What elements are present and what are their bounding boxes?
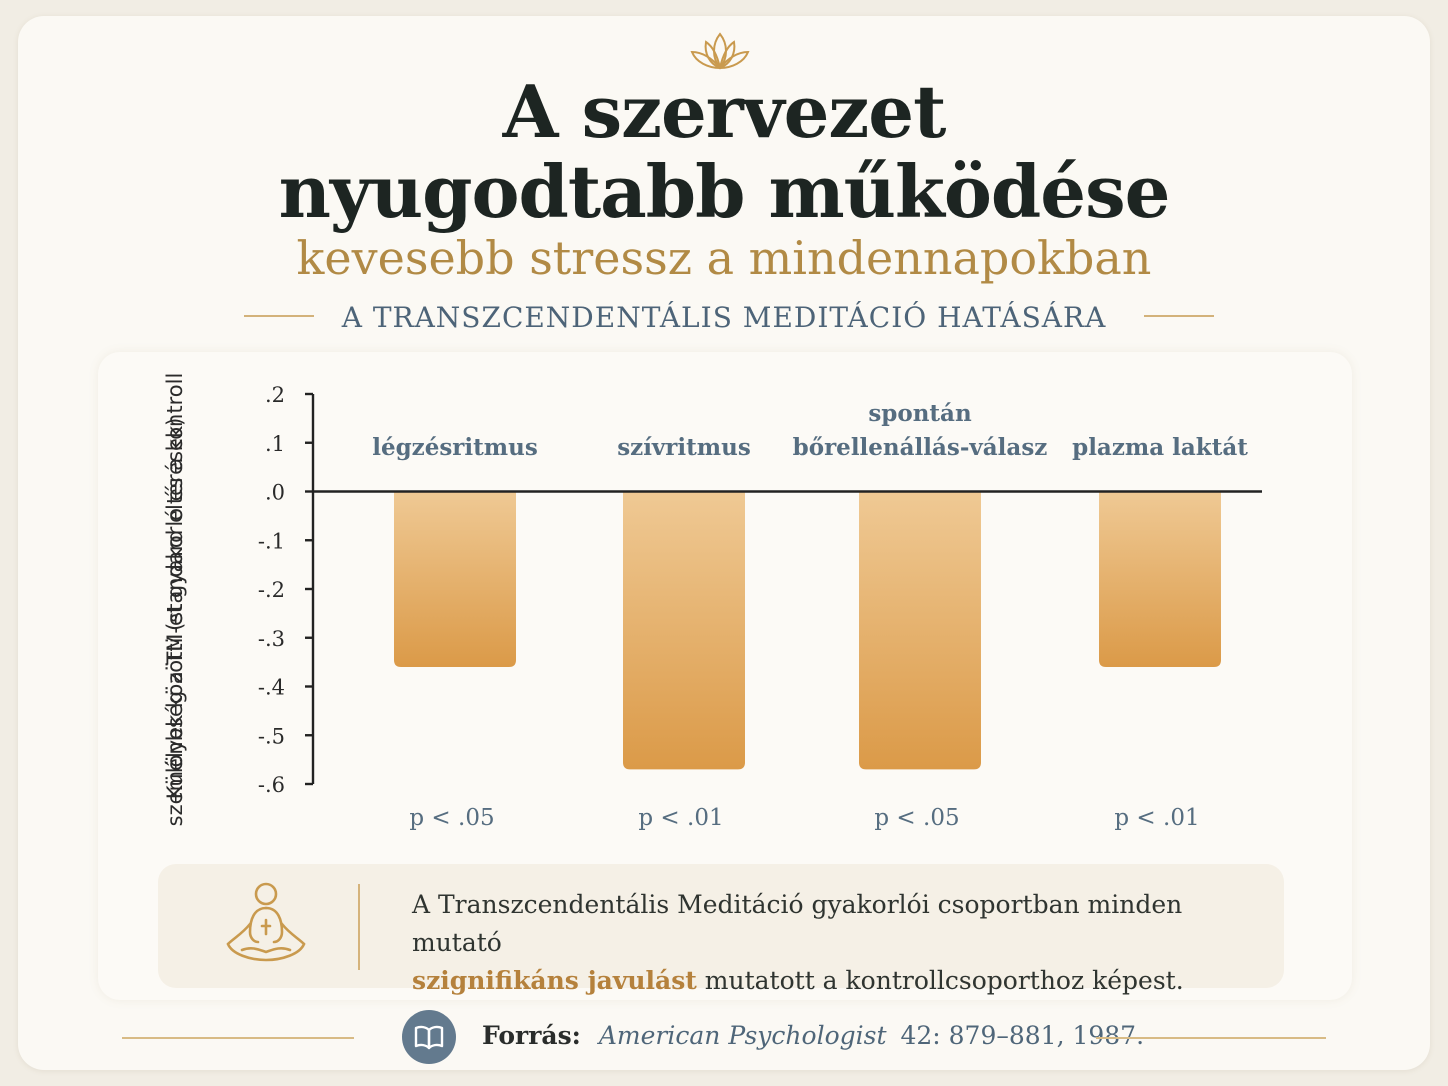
source-label: Forrás: — [482, 1021, 581, 1050]
note-highlight: szignifikáns javulást — [412, 966, 697, 995]
source-citation: Forrás: American Psychologist 42: 879–88… — [482, 1018, 1144, 1054]
bar-1 — [623, 491, 745, 770]
page-title-line1: A szervezet — [502, 69, 947, 154]
footer-line-right — [1096, 1037, 1326, 1039]
p-value-label-0: p < .05 — [409, 805, 494, 831]
note-line1: A Transzcendentális Meditáció gyakorlói … — [412, 890, 1183, 957]
source-details: 42: 879–881, 1987. — [900, 1021, 1145, 1050]
y-tick-label-4: -.2 — [258, 578, 285, 602]
book-icon — [402, 1010, 456, 1064]
footer-line-left — [122, 1037, 354, 1039]
page-title-line2: nyugodtabb működése — [278, 149, 1171, 234]
kicker-line-left — [244, 315, 314, 317]
page-subtitle: kevesebb stressz a mindennapokban — [296, 231, 1152, 285]
y-tick-label-1: .1 — [265, 432, 285, 456]
lotus-icon — [690, 32, 750, 70]
y-tick-label-8: -.6 — [258, 773, 285, 797]
note-divider — [358, 884, 360, 970]
bar-3 — [1099, 491, 1221, 667]
y-tick-label-5: -.3 — [258, 627, 285, 651]
category-label-3-0: plazma laktát — [1072, 434, 1248, 461]
p-value-label-3: p < .01 — [1114, 805, 1199, 831]
note-box — [158, 864, 1284, 988]
y-tick-label-0: .2 — [265, 383, 285, 407]
y-tick-label-2: .0 — [265, 481, 285, 505]
kicker-line-right — [1144, 315, 1214, 317]
meditating-person-icon — [226, 882, 306, 962]
category-label-1-0: szívritmus — [617, 434, 751, 461]
category-label-2-0: spontán — [868, 400, 972, 427]
bar-0 — [394, 491, 516, 667]
note-text: A Transzcendentális Meditáció gyakorlói … — [412, 886, 1252, 1000]
note-line2: mutatott a kontrollcsoporthoz képest. — [696, 966, 1184, 995]
p-value-label-1: p < .01 — [638, 805, 723, 831]
bar-chart: .2 .1 .0 -.1 -.2 -.3 -.4 -.5 -.6 légzésritmus szív… — [258, 383, 1262, 831]
source-journal: American Psychologist — [598, 1021, 887, 1050]
y-tick-label-6: -.4 — [258, 676, 285, 700]
y-tick-label-7: -.5 — [258, 724, 285, 748]
p-value-label-2: p < .05 — [874, 805, 959, 831]
category-label-2-1: bőrellenállás-válasz — [793, 434, 1048, 461]
y-tick-label-3: -.1 — [258, 529, 285, 553]
category-label-0-0: légzésritmus — [372, 434, 538, 461]
bar-2 — [859, 491, 981, 770]
page-kicker: A TRANSZCENDENTÁLIS MEDITÁCIÓ HATÁSÁRA — [341, 301, 1107, 334]
